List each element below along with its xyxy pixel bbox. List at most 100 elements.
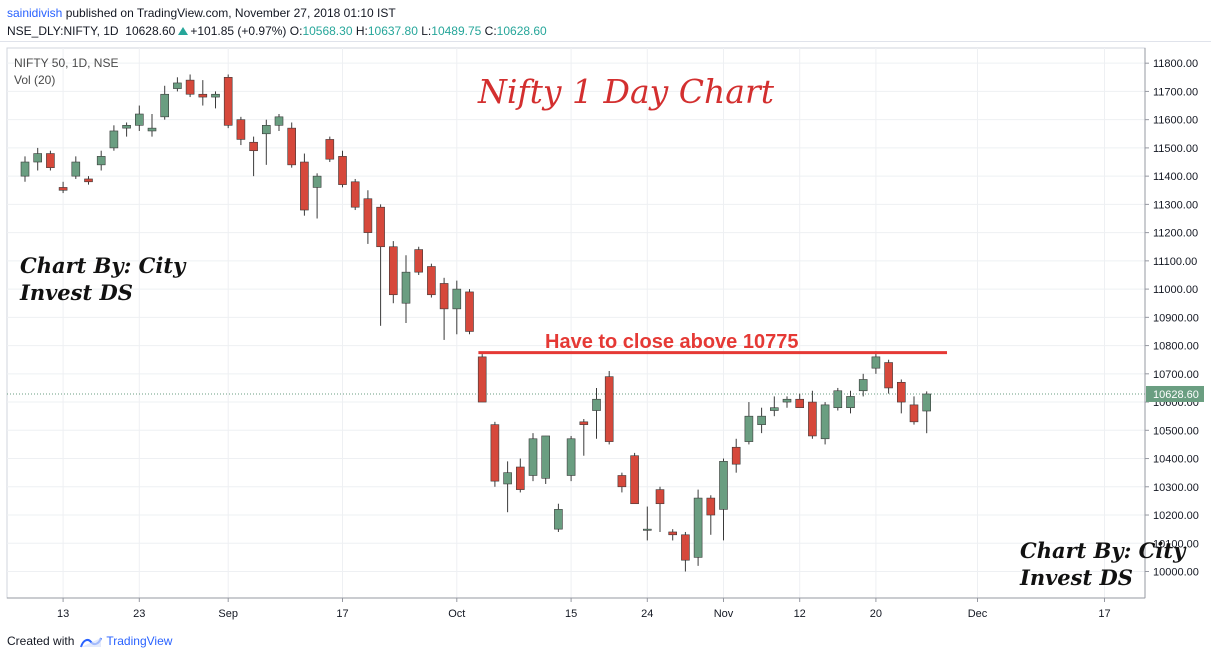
candle-body <box>604 376 614 442</box>
candle-body <box>388 246 398 296</box>
candle-body <box>744 415 754 442</box>
y-tick-label: 11600.00 <box>1153 115 1198 127</box>
y-tick-label: 10400.00 <box>1153 454 1199 466</box>
x-tick-label: 24 <box>641 608 653 620</box>
chart-title-annotation: Nifty 1 Day Chart <box>478 72 775 111</box>
candle-body <box>693 497 703 558</box>
candle-body <box>439 283 449 310</box>
x-tick-label: Nov <box>714 608 734 620</box>
candle-body <box>871 356 881 369</box>
volume-legend[interactable]: Vol (20) <box>14 73 56 87</box>
candle-body <box>160 93 169 118</box>
y-tick-label: 10000.00 <box>1153 567 1199 579</box>
candle-body <box>630 455 639 505</box>
y-tick-label: 10700.00 <box>1153 369 1199 381</box>
x-tick-label: 20 <box>870 608 882 620</box>
candle-body <box>58 187 68 191</box>
x-tick-label: Oct <box>448 608 465 620</box>
y-tick-label: 11700.00 <box>1153 86 1198 98</box>
candle-body <box>490 424 500 482</box>
open-label: O: <box>289 24 303 38</box>
candle-body <box>211 93 220 98</box>
candle-body <box>706 497 716 516</box>
y-tick-label: 10300.00 <box>1153 482 1199 494</box>
y-tick-label: 10500.00 <box>1153 425 1199 437</box>
candle-body <box>236 119 246 140</box>
high-value: 10637.80 <box>367 24 418 38</box>
candle-body <box>554 509 563 530</box>
candle-body <box>376 206 385 248</box>
candle-body <box>300 161 309 211</box>
candle-body <box>96 156 106 166</box>
candle-body <box>757 415 766 425</box>
candle-body <box>477 356 487 403</box>
y-tick-label: 11100.00 <box>1153 256 1197 268</box>
x-tick-label: 17 <box>336 608 348 620</box>
candle-body <box>858 379 868 392</box>
low-value: 10489.75 <box>431 24 482 38</box>
created-with-text: Created with <box>7 634 75 648</box>
close-label: C: <box>484 24 497 38</box>
candle-body <box>541 435 551 479</box>
symbol-label: NSE_DLY:NIFTY, 1D <box>7 24 119 38</box>
tradingview-link[interactable]: TradingView <box>106 634 173 648</box>
ohlc-header: NSE_DLY:NIFTY, 1D 10628.60 +101.85 (+0.97… <box>7 24 547 38</box>
candle-body <box>287 127 297 166</box>
candle-body <box>731 446 741 465</box>
candle-body <box>223 77 233 126</box>
author-link[interactable]: sainidivish <box>7 6 63 20</box>
candle-body <box>681 534 690 561</box>
candle-body <box>579 421 589 425</box>
candle-body <box>808 401 817 437</box>
brand-line-2: Invest DS <box>20 280 133 305</box>
y-tick-label: 11000.00 <box>1153 284 1198 296</box>
resistance-label: Have to close above 10775 <box>545 331 799 353</box>
x-tick-label: 15 <box>565 608 577 620</box>
candle-body <box>782 398 792 403</box>
candle-body <box>109 130 119 149</box>
candle-body <box>515 466 525 490</box>
candle-body <box>642 528 652 531</box>
candle-body <box>338 156 347 185</box>
series-legend[interactable]: NIFTY 50, 1D, NSE <box>14 56 119 70</box>
high-label: H: <box>355 24 368 38</box>
brand-line-2: Invest DS <box>1020 565 1133 590</box>
y-tick-label: 10200.00 <box>1153 510 1199 522</box>
candle-body <box>503 472 512 485</box>
y-tick-label: 10800.00 <box>1153 341 1199 353</box>
candle-body <box>249 141 258 152</box>
candle-body <box>414 249 424 273</box>
candle-body <box>261 125 271 135</box>
x-tick-label: Dec <box>968 608 988 620</box>
candle-body <box>884 362 893 389</box>
price-change: +101.85 (+0.97%) <box>190 24 287 38</box>
candle-body <box>20 161 30 177</box>
candle-body <box>896 381 906 403</box>
x-tick-label: 12 <box>794 608 806 620</box>
candle-body <box>909 404 919 423</box>
y-tick-label: 11500.00 <box>1153 143 1198 155</box>
brand-line-1: Chart By: City <box>1020 538 1186 563</box>
candle-body <box>719 461 728 510</box>
candle-body <box>846 396 855 409</box>
last-price-tag-label: 10628.60 <box>1153 389 1199 401</box>
candle-body <box>185 79 195 95</box>
candle-body <box>452 288 462 310</box>
last-price-tag <box>1146 385 1204 402</box>
candle-body <box>135 113 144 126</box>
candle-body <box>147 127 157 132</box>
y-tick-label: 11300.00 <box>1153 199 1198 211</box>
candle-body <box>427 266 436 296</box>
candle-body <box>350 181 360 208</box>
candle-body <box>46 153 55 168</box>
candle-body <box>71 161 81 177</box>
x-tick-label: 17 <box>1098 608 1110 620</box>
x-tick-label: 23 <box>133 608 145 620</box>
brand-annotation-left: Chart By: City Invest DS <box>20 252 185 306</box>
publish-info: sainidivish published on TradingView.com… <box>7 6 396 20</box>
up-arrow-icon <box>178 27 189 35</box>
last-price: 10628.60 <box>125 24 176 38</box>
candle-body <box>122 125 131 129</box>
tradingview-logo-icon <box>80 637 103 648</box>
